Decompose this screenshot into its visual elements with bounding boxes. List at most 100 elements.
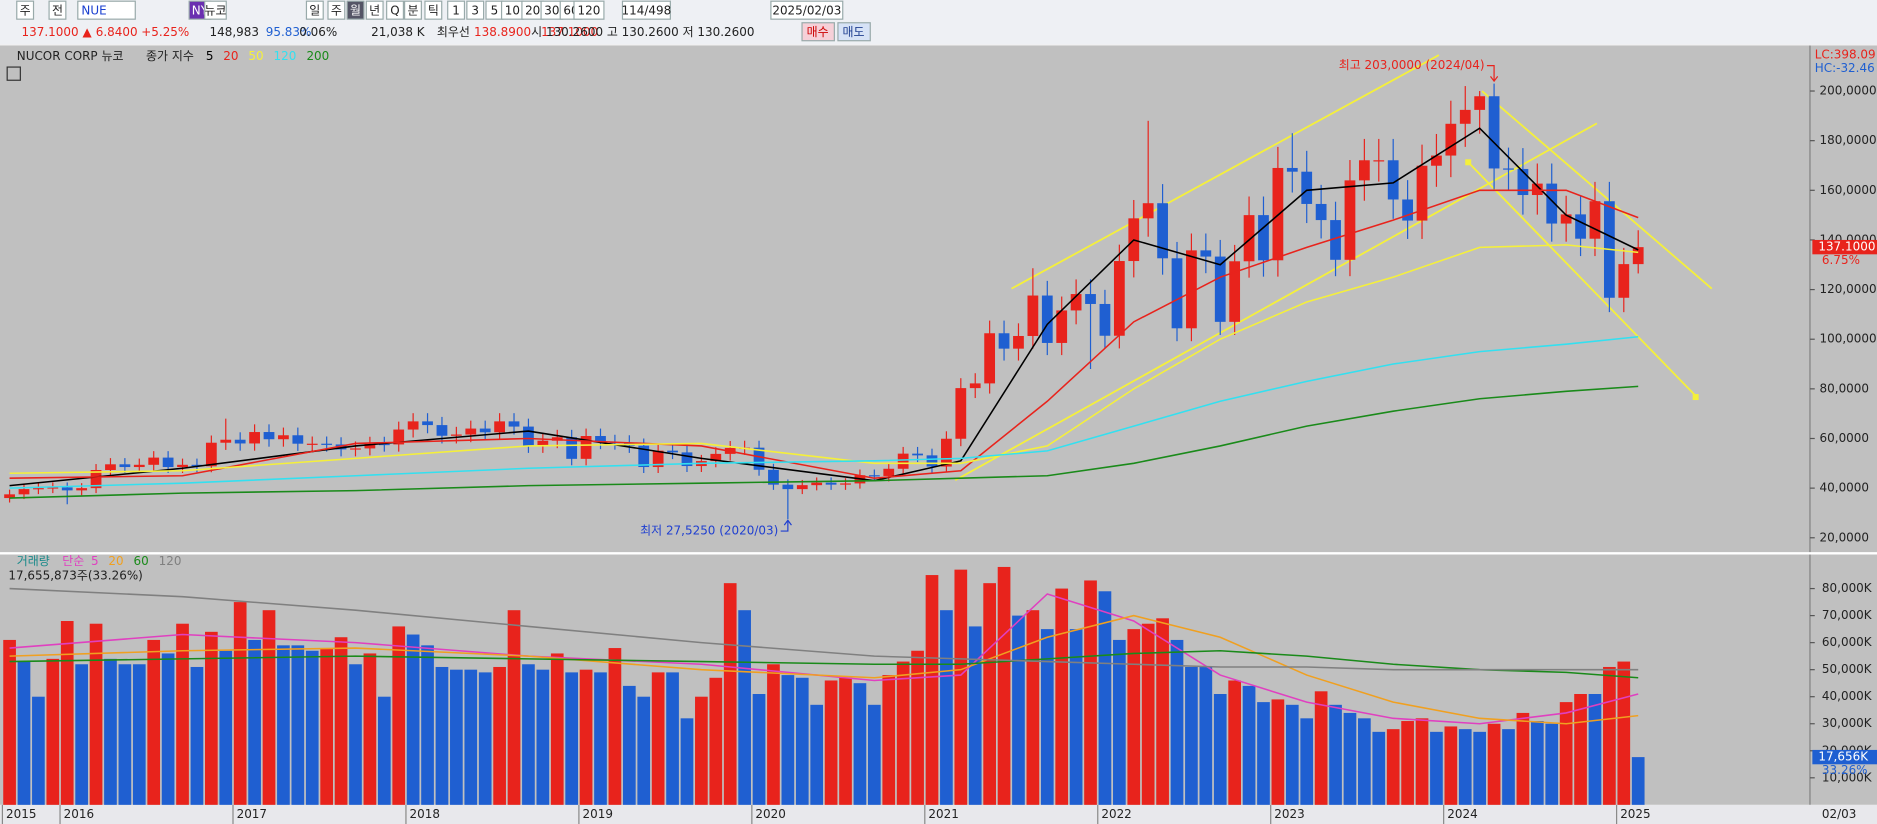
- toolbar-label[interactable]: 10: [505, 3, 520, 17]
- candle-body: [1589, 201, 1601, 239]
- side-label: LC:398.09: [1815, 48, 1876, 62]
- ma-line: [9, 244, 1639, 475]
- order-button[interactable]: [801, 22, 835, 42]
- toolbar-button[interactable]: [386, 0, 405, 20]
- candle-body: [768, 469, 779, 485]
- toolbar-label[interactable]: 뉴코: [204, 3, 226, 17]
- toolbar-button[interactable]: [621, 0, 671, 20]
- volume-bar: [363, 653, 377, 805]
- quote-field: 시 130.2600 고 130.2600 저 130.2600: [531, 25, 754, 39]
- candle-body: [1243, 215, 1255, 262]
- quote-field[interactable]: 매수: [807, 25, 829, 39]
- ma-legend: 50: [248, 49, 263, 63]
- candle-body: [1013, 335, 1024, 349]
- y-tick-label: 40,0000: [1820, 481, 1869, 495]
- toolbar-button[interactable]: [447, 0, 466, 20]
- candle-body: [912, 453, 923, 456]
- toolbar-label[interactable]: 120: [578, 3, 601, 17]
- toolbar-label[interactable]: 20: [525, 3, 540, 17]
- toolbar-button[interactable]: [466, 0, 485, 20]
- toolbar-button[interactable]: [404, 0, 422, 20]
- candle-body: [278, 435, 289, 440]
- volume-bar: [1631, 757, 1645, 805]
- candle-body: [1416, 165, 1428, 221]
- volume-bar: [1545, 723, 1559, 805]
- volume-bar: [1559, 702, 1573, 805]
- quote-field[interactable]: 매도: [842, 25, 864, 39]
- volume-bar: [1487, 723, 1501, 805]
- ma-line: [9, 335, 1639, 489]
- candle-body: [868, 475, 880, 477]
- candle-body: [494, 421, 505, 433]
- toolbar-button[interactable]: [424, 0, 443, 20]
- candle-body: [1301, 171, 1313, 204]
- volume-bar: [1458, 729, 1472, 805]
- panel-icon[interactable]: [6, 66, 21, 81]
- candle-body: [191, 464, 203, 467]
- y-tick-label: 60,0000: [1820, 431, 1869, 445]
- candle-body: [1229, 261, 1241, 322]
- x-tick-label: 2023: [1274, 807, 1304, 821]
- toolbar-label[interactable]: 월: [350, 3, 361, 17]
- candle-body: [1070, 294, 1082, 311]
- toolbar-label[interactable]: 전: [52, 3, 63, 17]
- toolbar-button[interactable]: [77, 0, 136, 20]
- toolbar-label[interactable]: 분: [407, 3, 418, 17]
- toolbar-button[interactable]: [48, 0, 67, 20]
- volume-bar: [579, 669, 593, 805]
- volume-bar: [1185, 666, 1198, 805]
- x-tick-label: 2021: [928, 807, 958, 821]
- volume-bar: [507, 610, 521, 805]
- toolbar-button[interactable]: [16, 0, 35, 20]
- toolbar-label[interactable]: 년: [369, 3, 380, 17]
- candle-body: [1186, 250, 1197, 329]
- volume-bar: [781, 675, 795, 805]
- volume-bar: [1242, 685, 1256, 805]
- toolbar-button[interactable]: [204, 0, 227, 20]
- ma-line: [9, 614, 1639, 725]
- candle-body: [422, 421, 433, 426]
- toolbar-button[interactable]: [327, 0, 346, 20]
- toolbar-button[interactable]: [573, 0, 605, 20]
- candle-body: [1171, 258, 1183, 329]
- toolbar-label[interactable]: 주: [20, 3, 31, 17]
- volume-bar: [680, 718, 694, 805]
- toolbar-label[interactable]: Q: [390, 3, 399, 17]
- toolbar-button[interactable]: [346, 0, 365, 20]
- volume-bar: [839, 677, 852, 805]
- candle-body: [133, 464, 145, 468]
- candle-body: [1358, 160, 1370, 181]
- candle-body: [1027, 295, 1039, 336]
- volume-bar: [291, 645, 305, 805]
- toolbar-button[interactable]: [305, 0, 324, 20]
- toolbar-label[interactable]: 주: [331, 3, 342, 17]
- volume-bar: [219, 650, 233, 805]
- volume-bar: [392, 626, 406, 805]
- ma-line: [9, 385, 1639, 499]
- order-button[interactable]: [837, 22, 871, 42]
- toolbar-button[interactable]: [770, 0, 844, 20]
- volume-bar: [60, 621, 74, 805]
- volume-bar: [161, 653, 175, 805]
- toolbar-label[interactable]: 1: [452, 3, 460, 17]
- candle-body: [1200, 250, 1212, 257]
- toolbar-label[interactable]: 30: [544, 3, 559, 17]
- volume-bar: [1170, 639, 1184, 805]
- candle-body: [1344, 180, 1356, 260]
- toolbar-label[interactable]: 일: [309, 3, 320, 17]
- toolbar-label[interactable]: 5: [491, 3, 499, 17]
- volume-bar: [147, 639, 161, 805]
- quote-field: 0.06%: [299, 25, 337, 39]
- toolbar-label[interactable]: 114/498: [622, 3, 672, 17]
- toolbar-label[interactable]: 틱: [428, 3, 439, 17]
- toolbar-button[interactable]: [365, 0, 384, 20]
- candle-body: [1402, 199, 1413, 221]
- toolbar-label[interactable]: NUE: [81, 3, 106, 17]
- toolbar-label[interactable]: 3: [471, 3, 479, 17]
- ma-legend: 200: [306, 49, 329, 63]
- volume-bar: [17, 661, 31, 805]
- x-tick-label: 2018: [410, 807, 440, 821]
- x-axis-bg: [0, 804, 1877, 824]
- toolbar-label[interactable]: 2025/02/03: [772, 3, 841, 17]
- volume-bar: [1055, 588, 1069, 805]
